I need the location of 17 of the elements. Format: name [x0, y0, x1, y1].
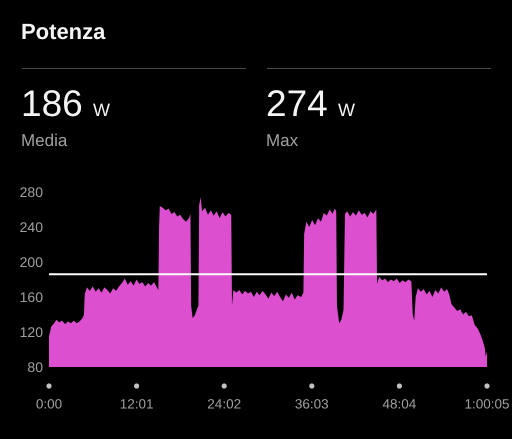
x-tick-label: 48:04 [382, 396, 417, 412]
y-tick-label: 240 [20, 218, 44, 235]
text: 186 W [21, 83, 110, 124]
x-tick-label: 36:03 [294, 396, 329, 412]
x-tick-label: 12:01 [120, 396, 154, 412]
y-tick-label: 160 [20, 288, 44, 305]
x-tick-label: 0:00 [36, 396, 62, 412]
text: Max [266, 130, 298, 150]
text: 274 W [266, 83, 356, 124]
x-tick-label: 24:02 [207, 396, 242, 412]
y-tick-label: 120 [20, 324, 44, 340]
y-tick-label: 80 [27, 358, 44, 375]
text: Media [21, 130, 68, 150]
y-tick-label: 200 [20, 254, 44, 270]
y-tick-label: 280 [20, 184, 44, 200]
chart-title: Potenza [21, 19, 106, 44]
x-tick-label: 1:00:05 [464, 396, 510, 412]
